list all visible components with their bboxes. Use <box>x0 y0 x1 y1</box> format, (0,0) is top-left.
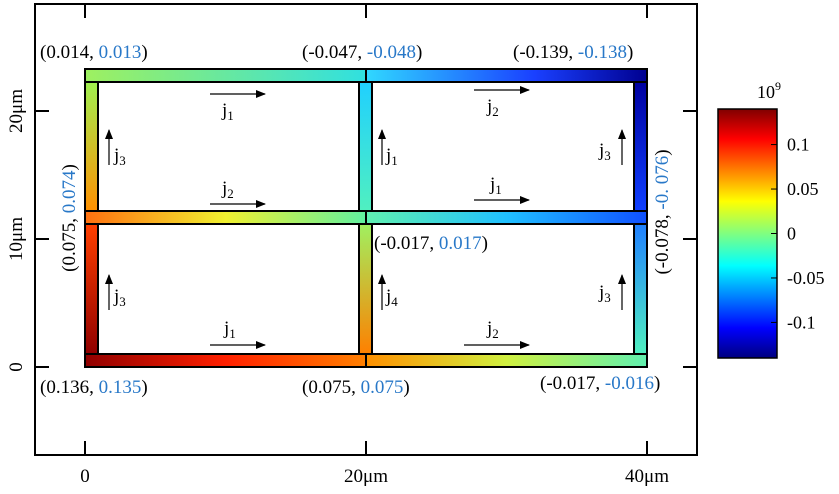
current-arrows <box>105 86 626 349</box>
wire-top-right <box>365 68 648 83</box>
current-label-bottom-right: j2 <box>486 318 499 341</box>
node-label-middle-middle: (-0.017, 0.017) <box>374 233 488 254</box>
x-tick-20: 20μm <box>344 466 388 487</box>
node-label-bottom-middle: (0.075, 0.075) <box>302 377 410 398</box>
wire-left-upper <box>84 81 99 212</box>
current-label-left-lower: j3 <box>113 286 126 309</box>
wire-left-lower <box>84 223 99 355</box>
wire-middle-lower <box>358 223 373 355</box>
node-label-top-left: (0.014, 0.013) <box>40 42 148 63</box>
y-tick-0: 0 <box>6 362 27 372</box>
y-tick-10: 10μm <box>6 217 27 261</box>
current-label-right-lower: j3 <box>598 282 611 305</box>
node-label-bottom-left: (0.136, 0.135) <box>40 377 148 398</box>
wire-right-upper <box>633 81 648 212</box>
wire-bottom-left <box>84 353 367 368</box>
current-label-right-upper: j3 <box>598 140 611 163</box>
current-label-top-left: j1 <box>221 100 234 123</box>
colorbar-exponent: 109 <box>757 79 781 102</box>
colorbar-tick-label: -0.05 <box>787 268 825 288</box>
wire-middle-upper <box>358 81 373 212</box>
current-label-mid-right: j1 <box>489 174 502 197</box>
wire-right-lower <box>633 223 648 355</box>
current-label-bottom-left: j1 <box>223 318 236 341</box>
colorbar-tick-label: 0.1 <box>787 135 810 155</box>
colorbar: 109 0.1 0.05 0 -0.05 -0.1 <box>717 79 825 359</box>
wire-mid-left <box>84 210 367 225</box>
wire-top-left <box>84 68 367 83</box>
current-label-mid-left: j2 <box>221 178 234 201</box>
node-label-middle-left: (0.075, 0.074) <box>59 164 80 272</box>
colorbar-tick-label: 0.05 <box>787 179 819 199</box>
wire-network <box>84 68 648 368</box>
x-tick-0: 0 <box>80 466 90 487</box>
node-label-bottom-right: (-0.017, -0.016) <box>540 373 660 394</box>
node-label-middle-right: (-0.078, -0. 076) <box>652 149 673 274</box>
wire-bottom-right <box>365 353 648 368</box>
colorbar-ticks: 0.1 0.05 0 -0.05 -0.1 <box>771 135 825 332</box>
wire-mid-right <box>365 210 648 225</box>
current-label-middle-lower: j4 <box>385 286 398 309</box>
node-label-top-right: (-0.139, -0.138) <box>513 42 633 63</box>
axis-ticks <box>35 4 697 455</box>
colorbar-gradient <box>717 108 778 359</box>
current-label-middle-upper: j1 <box>385 145 398 168</box>
node-label-top-middle: (-0.047, -0.048) <box>302 42 422 63</box>
y-tick-20: 20μm <box>6 89 27 133</box>
x-tick-40: 40μm <box>625 466 669 487</box>
current-label-top-right: j2 <box>486 96 499 119</box>
colorbar-tick-label: 0 <box>787 224 796 244</box>
current-label-left-upper: j3 <box>113 145 126 168</box>
colorbar-tick-label: -0.1 <box>787 312 816 332</box>
